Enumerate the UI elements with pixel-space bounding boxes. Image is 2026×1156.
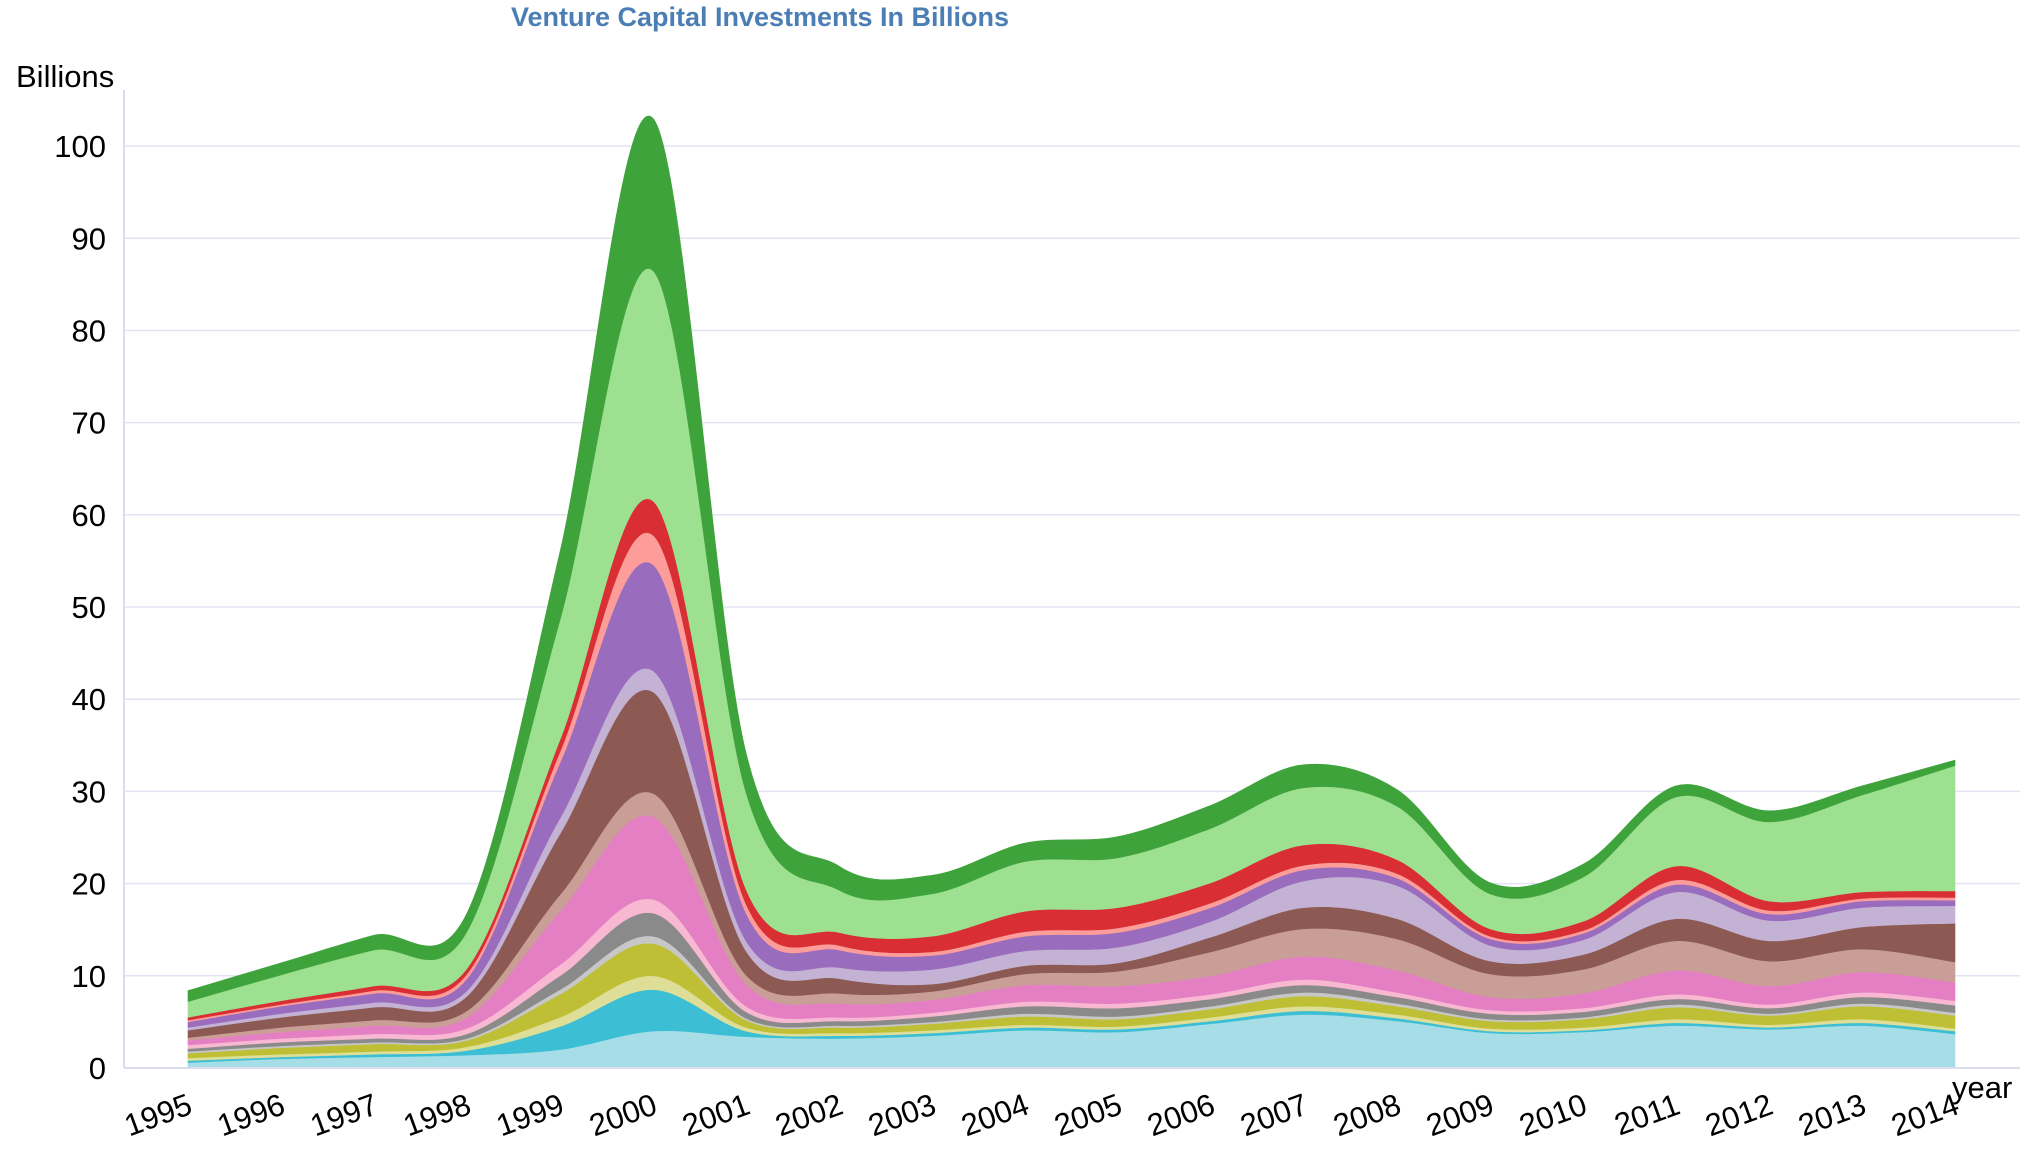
y-tick-label-90: 90 [72,221,106,256]
x-tick-label-2001: 2001 [678,1087,755,1143]
y-tick-labels: 0 10 20 30 40 50 60 70 80 90 100 [54,129,106,1086]
axes [123,90,2020,1069]
x-tick-label-2004: 2004 [957,1087,1034,1143]
y-tick-label-100: 100 [54,129,106,164]
y-tick-label-0: 0 [89,1051,106,1086]
y-tick-label-30: 30 [72,774,106,809]
y-tick-label-40: 40 [72,682,106,717]
x-axis-label: year [1952,1070,2012,1105]
area-series-16 [187,115,1956,1002]
x-tick-label-2010: 2010 [1515,1087,1592,1143]
x-tick-label-2009: 2009 [1422,1087,1499,1143]
y-tick-label-50: 50 [72,590,106,625]
x-tick-label-1997: 1997 [306,1087,383,1143]
x-tick-label-2008: 2008 [1329,1087,1406,1143]
x-tick-label-2012: 2012 [1701,1087,1778,1143]
x-tick-label-2003: 2003 [864,1087,941,1143]
x-tick-label-1996: 1996 [213,1087,290,1143]
x-tick-label-1998: 1998 [399,1087,476,1143]
x-tick-label-2002: 2002 [771,1087,848,1143]
area-series-group [187,115,1956,1069]
x-tick-label-2011: 2011 [1610,1087,1685,1143]
y-tick-label-20: 20 [72,867,106,902]
x-tick-label-2007: 2007 [1236,1087,1313,1143]
x-tick-label-2005: 2005 [1050,1087,1127,1143]
x-tick-label-2013: 2013 [1794,1087,1871,1143]
y-axis-label: Billions [16,59,114,94]
x-tick-label-1995: 1995 [120,1087,197,1143]
y-tick-label-60: 60 [72,498,106,533]
y-tick-label-80: 80 [72,313,106,348]
y-tick-label-70: 70 [72,406,106,441]
x-tick-label-2000: 2000 [585,1087,662,1143]
x-tick-label-1999: 1999 [492,1087,569,1143]
chart-title: Venture Capital Investments In Billions [511,2,1009,32]
x-tick-label-2014: 2014 [1887,1087,1964,1143]
y-tick-label-10: 10 [72,959,106,994]
x-tick-label-2006: 2006 [1143,1087,1220,1143]
x-tick-labels: 1995 1996 1997 1998 1999 2000 2001 2002 2003 2004… [120,1087,1964,1143]
